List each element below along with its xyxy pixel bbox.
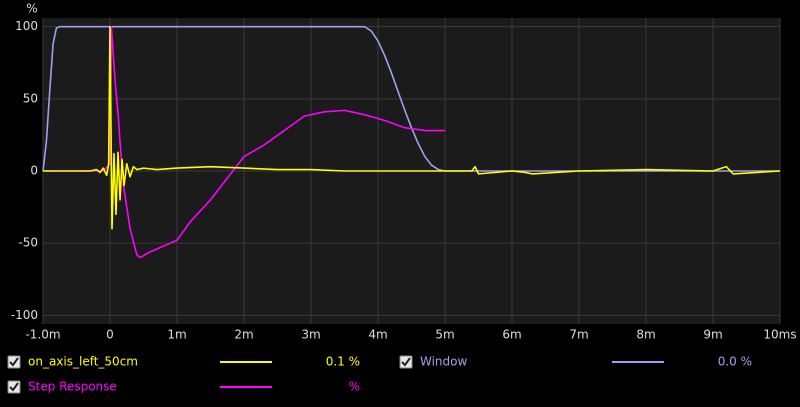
x-tick-label: -1.0m xyxy=(25,328,60,342)
legend-readout: 0.1 % xyxy=(326,355,360,369)
legend-readout: % xyxy=(349,380,360,394)
x-tick-label: 2m xyxy=(234,328,253,342)
legend-label: Step Response xyxy=(28,380,117,394)
legend-label: Window xyxy=(420,355,468,369)
series-line xyxy=(42,25,780,172)
y-tick-label: 100 xyxy=(15,19,38,33)
x-tick-label: 7m xyxy=(569,328,588,342)
x-tick-label: 6m xyxy=(502,328,521,342)
y-axis-label: % xyxy=(26,2,37,16)
x-tick-label: 3m xyxy=(301,328,320,342)
x-tick-label: 10ms xyxy=(763,328,796,342)
y-tick-label: 50 xyxy=(23,91,38,105)
x-tick-label: 4m xyxy=(368,328,387,342)
series-line xyxy=(43,25,781,230)
checkmark xyxy=(401,357,411,367)
legend-readout: 0.0 % xyxy=(718,355,752,369)
x-tick-label: 5m xyxy=(435,328,454,342)
y-tick-label: -50 xyxy=(18,236,38,250)
x-tick-label: 0 xyxy=(106,328,114,342)
x-tick-label: 1m xyxy=(167,328,186,342)
y-tick-label: -100 xyxy=(11,308,38,322)
x-tick-label: 8m xyxy=(636,328,655,342)
checkmark xyxy=(9,382,19,392)
series-line xyxy=(43,25,445,259)
legend-label: on_axis_left_50cm xyxy=(28,355,138,369)
y-tick-label: 0 xyxy=(30,164,38,178)
checkmark xyxy=(9,357,19,367)
x-tick-label: 9m xyxy=(703,328,722,342)
